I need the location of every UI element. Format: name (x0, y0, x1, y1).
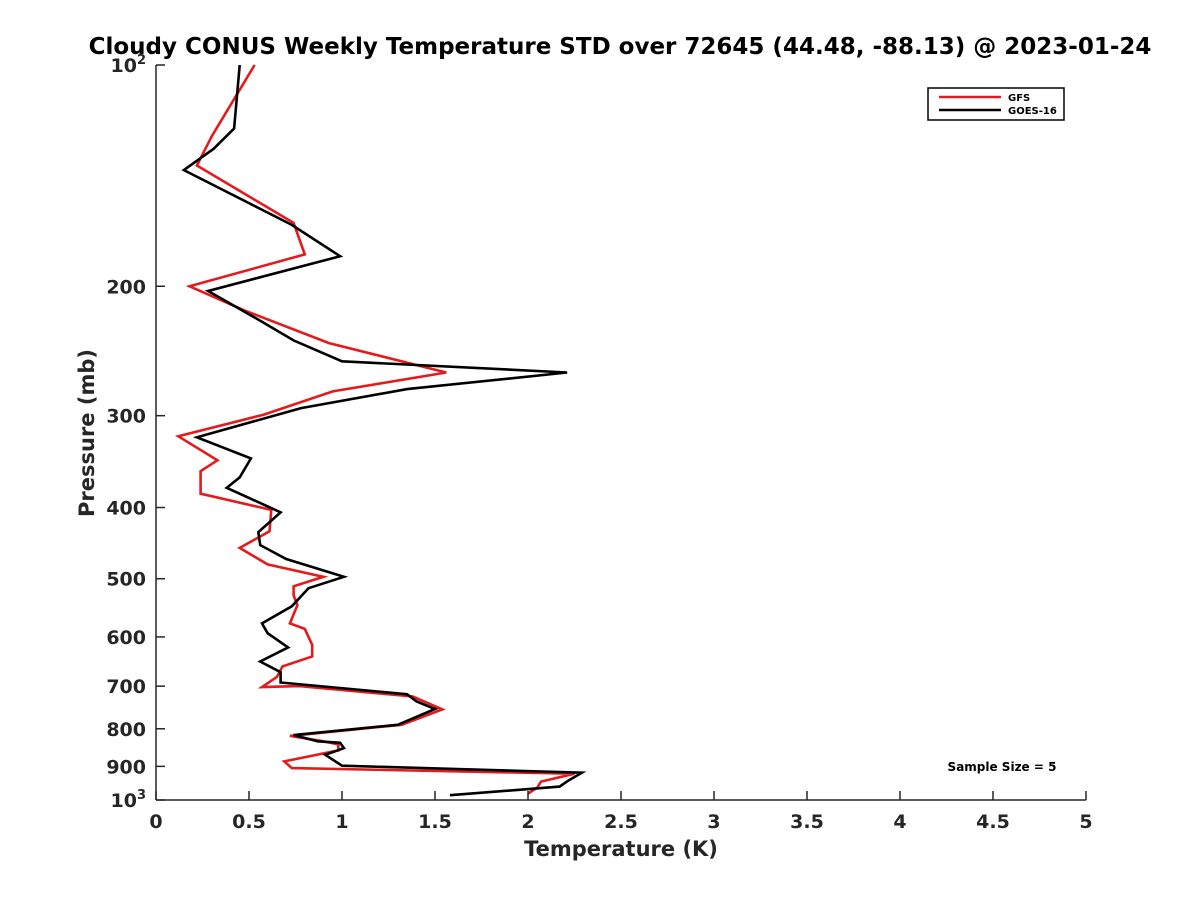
series-line-goes16 (181, 64, 587, 797)
x-tick-label: 4.5 (976, 811, 1010, 833)
y-tick-label: 200 (106, 276, 146, 298)
y-tick-label: 102 (111, 53, 147, 77)
y-tick-label: 400 (106, 498, 146, 520)
legend-label-goes16: GOES-16 (1008, 106, 1057, 117)
x-tick-label: 2.5 (604, 811, 638, 833)
chart-title: Cloudy CONUS Weekly Temperature STD over… (89, 34, 1152, 60)
y-tick-label: 900 (106, 756, 146, 778)
x-tick-label: 3.5 (790, 811, 824, 833)
y-tick-label: 300 (106, 406, 146, 428)
y-tick-label: 600 (106, 627, 146, 649)
sample-size-annotation: Sample Size = 5 (948, 760, 1057, 774)
x-tick-label: 1.5 (418, 811, 452, 833)
legend-label-gfs: GFS (1008, 93, 1030, 104)
x-tick-label: 2 (521, 811, 534, 833)
y-tick-label: 103 (111, 788, 147, 812)
x-tick-label: 4 (893, 811, 906, 833)
series-line-gfs (174, 64, 575, 795)
y-tick-label: 700 (106, 676, 146, 698)
y-axis-label: Pressure (mb) (75, 349, 99, 517)
plot-area: 0 0.5 1 1.5 2 2.5 3 3.5 4 4.5 5 102 200 300 400 500 600… (106, 53, 1092, 833)
x-tick-label: 0.5 (232, 811, 266, 833)
x-ticks: 0 0.5 1 1.5 2 2.5 3 3.5 4 4.5 5 (149, 791, 1093, 833)
x-axis-label: Temperature (K) (524, 837, 718, 861)
legend-box (927, 87, 1065, 121)
x-tick-label: 5 (1079, 811, 1092, 833)
x-tick-label: 3 (707, 811, 720, 833)
y-ticks: 102 200 300 400 500 600 700 800 900 103 (106, 53, 165, 812)
y-tick-label: 500 (106, 569, 146, 591)
x-tick-label: 1 (335, 811, 348, 833)
series-group (174, 64, 587, 797)
legend: GFS GOES-16 (927, 87, 1065, 121)
x-tick-label: 0 (149, 811, 162, 833)
y-tick-label: 800 (106, 719, 146, 741)
